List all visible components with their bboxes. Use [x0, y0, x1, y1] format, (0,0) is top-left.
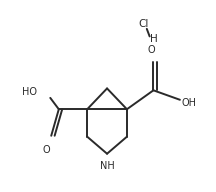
Text: O: O	[43, 145, 50, 155]
Text: Cl: Cl	[138, 19, 149, 29]
Text: OH: OH	[182, 98, 197, 108]
Text: HO: HO	[22, 87, 37, 97]
Text: O: O	[148, 45, 155, 55]
Text: H: H	[150, 34, 157, 44]
Text: NH: NH	[100, 161, 114, 171]
